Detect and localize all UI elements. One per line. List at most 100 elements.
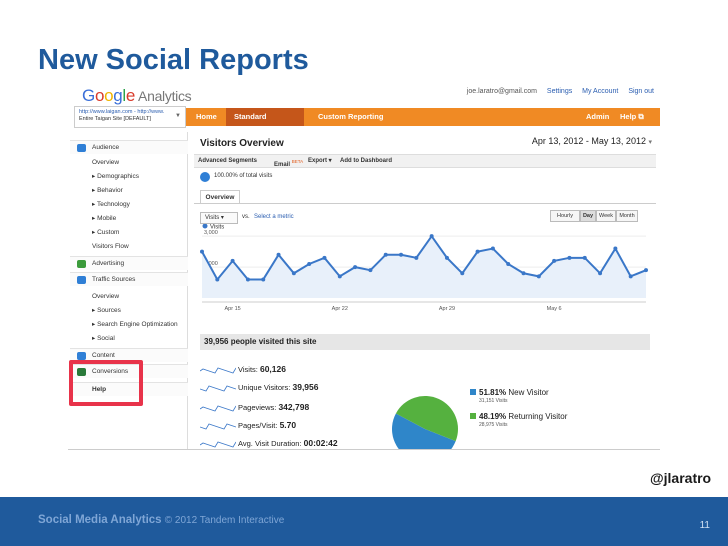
visits-point — [644, 268, 648, 273]
sidebar-item-sources[interactable]: ▸ Sources — [92, 307, 121, 314]
x-tick-label: Apr 15 — [225, 306, 241, 312]
date-range-picker[interactable]: Apr 13, 2012 - May 13, 2012 ▾ — [531, 136, 652, 146]
account-selector[interactable]: http://www.laigan.com - http://www. Enti… — [74, 106, 186, 128]
sidebar-item-overview[interactable]: Overview — [70, 156, 188, 170]
legend-label: Visits — [210, 225, 224, 231]
pie-legend-item: 51.81% New Visitor 31,151 Visits — [470, 388, 549, 404]
section-icon — [77, 260, 86, 268]
sidebar-item-social[interactable]: ▸ Social — [92, 335, 115, 342]
metric-dropdown[interactable]: Visits ▾ — [200, 212, 238, 224]
sidebar-item-content[interactable]: Content — [70, 348, 188, 362]
sign-out-link[interactable]: Sign out — [628, 88, 654, 95]
slide-title: New Social Reports — [38, 44, 309, 76]
sidebar-item-mobile[interactable]: ▸ Mobile — [92, 215, 117, 222]
section-icon — [77, 144, 86, 152]
visits-point — [414, 255, 419, 260]
email-button[interactable]: Email BETA — [274, 159, 304, 168]
visits-point — [261, 277, 266, 282]
slide-footer: Social Media Analytics © 2012 Tandem Int… — [0, 497, 728, 546]
page-number: 11 — [699, 520, 710, 531]
y-tick-label: 3,000 — [204, 230, 218, 236]
select-metric-link[interactable]: Select a metric — [254, 214, 294, 220]
granularity-hourly-button[interactable]: Hourly — [550, 210, 580, 222]
pie-slice-1 — [395, 396, 458, 442]
stat-0: Visits: 60,126 — [238, 364, 286, 374]
sidebar-item-label: Help — [92, 386, 107, 393]
my-account-link[interactable]: My Account — [582, 88, 619, 95]
nav-standard-reporting[interactable]: Standard Reporting — [226, 108, 304, 139]
visits-area — [202, 236, 646, 298]
sidebar-item-label: Behavior — [97, 187, 123, 194]
sparkline — [200, 441, 236, 448]
sidebar-item-visitors-flow[interactable]: Visitors Flow — [70, 240, 188, 254]
nav-help[interactable]: Help ⧉ — [620, 112, 644, 121]
legend-dot — [202, 224, 208, 229]
sidebar-item-label: Mobile — [97, 215, 117, 222]
twitter-handle: @jlaratro — [650, 470, 712, 486]
advanced-segments-button[interactable]: Advanced Segments — [198, 158, 258, 164]
x-tick-label: May 6 — [547, 306, 562, 312]
top-links: joe.laratro@gmail.com Settings My Accoun… — [459, 88, 654, 95]
pie-slice-0 — [392, 413, 456, 449]
sidebar-item-label: Traffic Sources — [92, 276, 136, 283]
visits-point — [307, 262, 312, 266]
granularity-week-button[interactable]: Week — [596, 210, 616, 222]
sidebar-item-label: Overview — [92, 159, 120, 166]
visits-point — [322, 255, 327, 260]
pie-icon — [200, 172, 210, 182]
sidebar-item-custom[interactable]: ▸ Custom — [92, 229, 120, 236]
section-icon — [77, 276, 86, 284]
sidebar-item-search-engine-optimization[interactable]: ▸ Search Engine Optimization — [92, 321, 178, 328]
tab-overview[interactable]: Overview — [200, 190, 240, 204]
section-icon — [77, 368, 86, 376]
sidebar-item-advertising[interactable]: Advertising — [70, 256, 188, 270]
report-title: Visitors Overview — [200, 138, 284, 149]
sidebar-item-technology[interactable]: ▸ Technology — [92, 201, 130, 208]
visits-point — [521, 271, 526, 276]
visits-point — [276, 252, 281, 257]
visits-point — [628, 274, 633, 279]
sidebar-item-label: Content — [92, 352, 115, 359]
sidebar-item-label: Visitors Flow — [92, 243, 129, 250]
sidebar-item-traffic-sources[interactable]: Traffic Sources — [70, 272, 188, 286]
report-toolbar: Advanced Segments Email BETA Export ▾ Ad… — [194, 154, 656, 168]
nav-custom-reporting[interactable]: Custom Reporting — [318, 112, 384, 121]
sidebar-item-audience[interactable]: Audience — [70, 140, 188, 154]
settings-link[interactable]: Settings — [546, 88, 573, 95]
pie-legend-item: 48.19% Returning Visitor 28,975 Visits — [470, 412, 567, 428]
account-profile: Entire Taigan Site [DEFAULT] — [79, 116, 151, 122]
main-nav: Home Standard Reporting Custom Reporting… — [186, 108, 660, 139]
stat-2: Pageviews: 342,798 — [238, 402, 310, 412]
visits-point — [567, 255, 572, 260]
granularity-month-button[interactable]: Month — [616, 210, 638, 222]
section-icon — [77, 352, 86, 360]
add-to-dashboard-button[interactable]: Add to Dashboard — [340, 158, 392, 164]
visits-point — [490, 246, 495, 251]
sidebar-item-label: Technology — [96, 201, 130, 208]
nav-home[interactable]: Home — [196, 112, 217, 121]
visits-point — [200, 249, 204, 254]
visits-point — [582, 255, 587, 260]
sidebar-item-conversions[interactable]: Conversions — [70, 364, 188, 378]
visits-point — [353, 265, 358, 270]
visits-point — [613, 246, 618, 251]
sparkline — [200, 385, 236, 392]
visits-point — [337, 274, 342, 279]
sidebar-item-behavior[interactable]: ▸ Behavior — [92, 187, 123, 194]
visits-point — [399, 252, 404, 257]
stat-4: Avg. Visit Duration: 00:02:42 — [238, 438, 338, 448]
export-button[interactable]: Export ▾ — [308, 158, 332, 164]
sidebar-item-label: Custom — [97, 229, 120, 236]
sidebar-item-overview[interactable]: Overview — [70, 290, 188, 304]
visits-point — [245, 277, 250, 282]
chevron-down-icon: ▼ — [175, 113, 181, 119]
visits-point — [368, 268, 373, 273]
account-url: http://www.laigan.com - http://www. — [79, 109, 165, 115]
nav-admin[interactable]: Admin — [586, 112, 610, 121]
summary-bar: 39,956 people visited this site — [200, 334, 650, 350]
sparkline — [200, 367, 236, 374]
sidebar-item-label: Search Engine Optimization — [97, 321, 178, 328]
granularity-day-button[interactable]: Day — [580, 210, 596, 222]
sidebar-item-demographics[interactable]: ▸ Demographics — [92, 173, 139, 180]
sidebar-item-help[interactable]: Help — [70, 382, 188, 396]
